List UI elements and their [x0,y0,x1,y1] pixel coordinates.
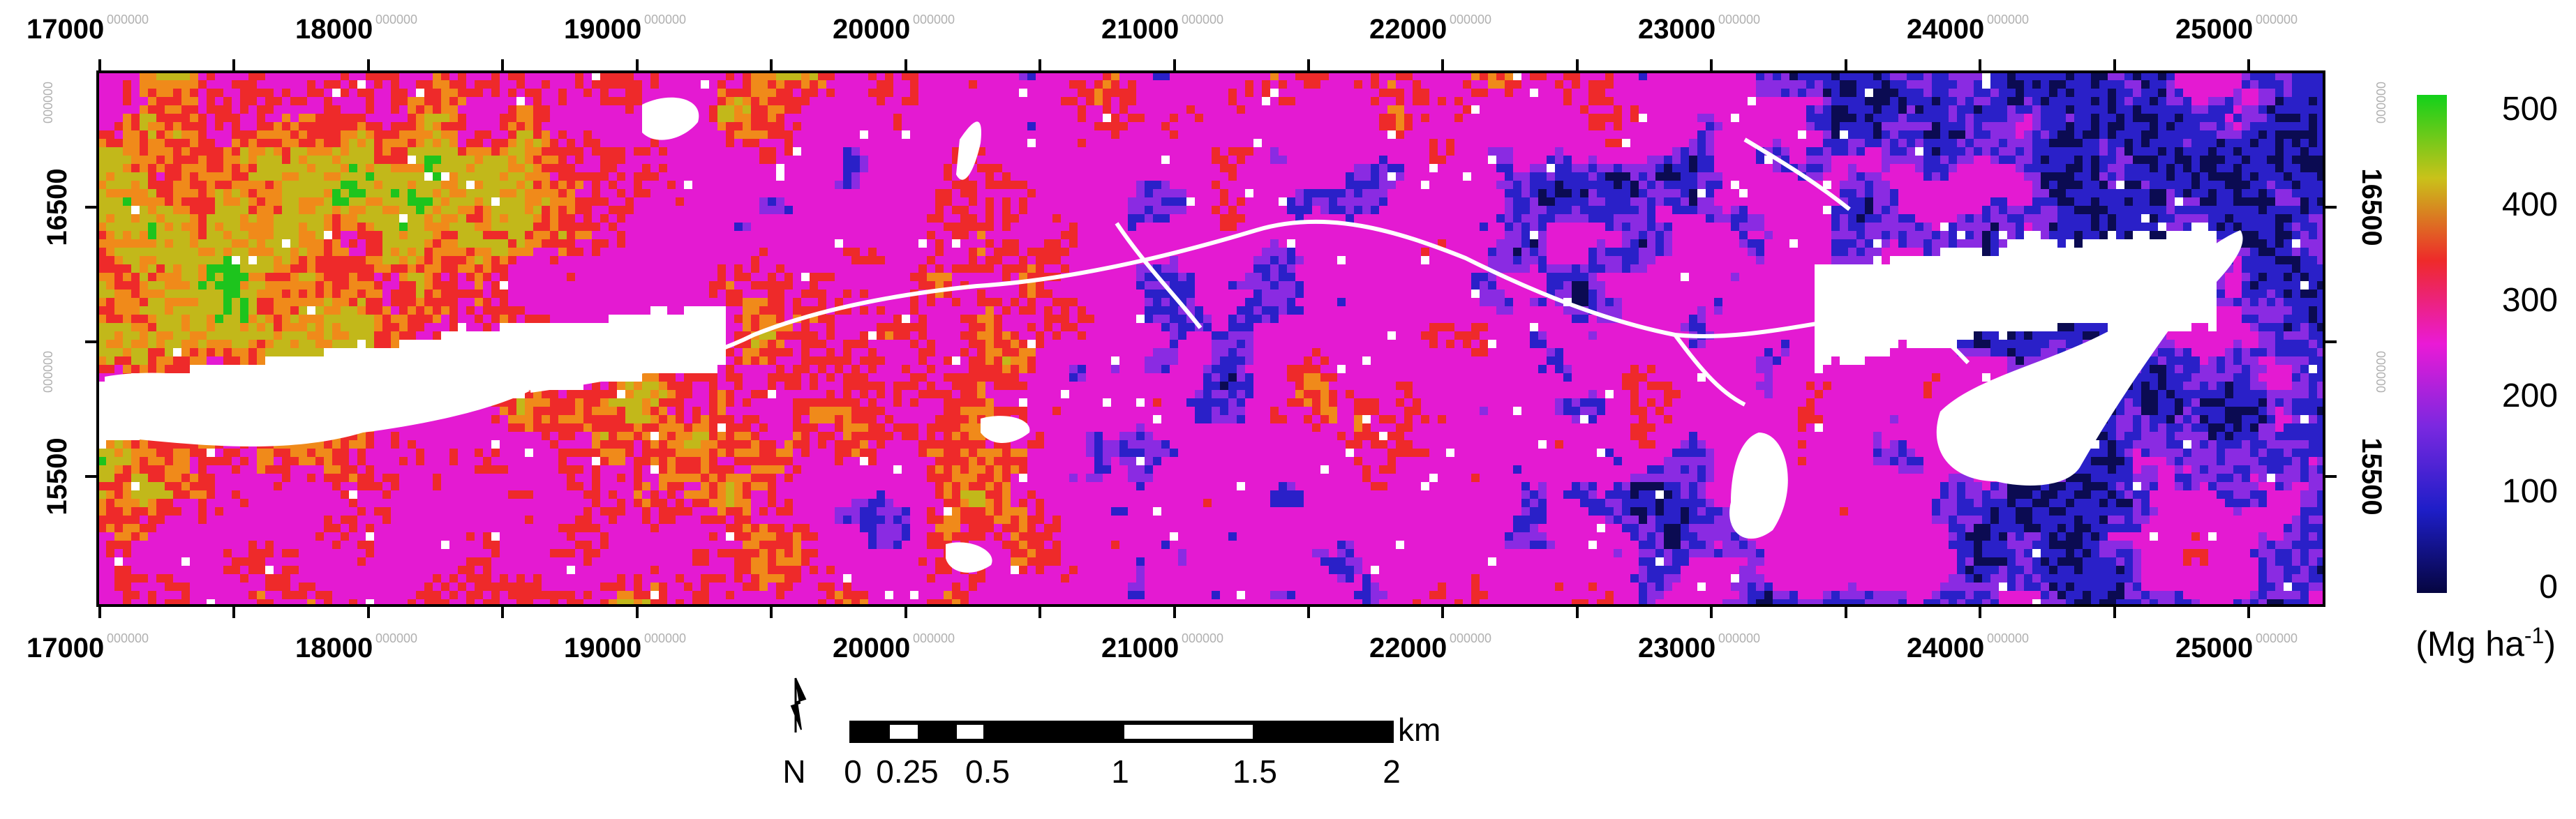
scale-bar-segments [849,721,1394,743]
legend-tick-labels: 500 400 300 200 100 0 [2502,91,2558,606]
legend-tick-label: 200 [2502,377,2558,414]
map-frame [96,70,2325,607]
north-label: N [782,753,805,790]
scale-bar-segment [1120,721,1257,743]
x-tick-label-top: 17000 [27,14,104,45]
x-tick-superscript-top: 000000 [1182,13,1223,27]
river-line-1 [1673,333,1746,407]
x-tick-label-bottom: 19000 [564,633,641,663]
legend-tick-label: 100 [2502,473,2558,510]
x-tick-label-top: 20000 [833,14,910,45]
north-arrow: N [782,677,807,790]
y-tick-label-left: 15500 [42,437,73,515]
scale-bar-segment [886,721,922,743]
x-tick-label-top: 18000 [295,14,373,45]
scale-bar-segment [983,721,1124,743]
nodata-area-0 [1936,230,2243,486]
x-tick-label-top: 25000 [2175,14,2253,45]
scale-bar: km 0 0.25 0.5 1 1.5 2 [844,712,1440,790]
y-axis-left: 16500 000000 15500 000000 [41,82,98,516]
x-tick-superscript-bottom: 000000 [107,631,149,645]
north-arrow-icon [790,677,807,730]
x-tick-superscript-bottom: 000000 [1450,631,1491,645]
color-legend: 500 400 300 200 100 0 (Mg ha-1) [2415,91,2558,663]
x-tick-superscript-top: 000000 [1718,13,1760,27]
legend-tick-label: 500 [2502,91,2558,128]
x-tick-label-top: 22000 [1369,14,1447,45]
legend-tick-label: 0 [2539,569,2558,606]
legend-tick-label: 300 [2502,282,2558,319]
y-tick-superscript-left: 000000 [41,82,55,123]
scale-bar-segment [918,721,957,743]
scale-bar-segment [953,721,988,743]
x-tick-superscript-top: 000000 [913,13,955,27]
x-tick-superscript-top: 000000 [644,13,686,27]
x-tick-superscript-bottom: 000000 [913,631,955,645]
nodata-area-2 [642,97,699,140]
scale-bar-labels: 0 0.25 0.5 1 1.5 2 [844,753,1401,790]
x-tick-superscript-bottom: 000000 [375,631,417,645]
y-tick-superscript-right: 000000 [2374,351,2388,393]
x-axis-top: 17000 000000 18000 000000 19000 000000 20000 00… [27,13,2298,72]
x-tick-superscript-bottom: 000000 [644,631,686,645]
scale-bar-segment [1253,721,1394,743]
nodata-area-6 [946,542,992,573]
x-tick-superscript-bottom: 000000 [1182,631,1223,645]
x-tick-label-bottom: 25000 [2175,633,2253,663]
river-line-0 [530,219,1970,393]
x-tick-label-top: 23000 [1638,14,1715,45]
y-tick-superscript-right: 000000 [2374,82,2388,123]
x-tick-superscript-top: 000000 [2256,13,2298,27]
x-tick-label-bottom: 22000 [1369,633,1447,663]
raster-class-red [98,72,2208,606]
x-tick-superscript-bottom: 000000 [1987,631,2029,645]
x-tick-superscript-bottom: 000000 [2256,631,2298,645]
raster-class-nodata [98,72,2317,606]
scale-bar-label: 0.25 [876,753,939,790]
y-tick-superscript-left: 000000 [41,351,55,393]
nodata-area-5 [1729,433,1788,539]
legend-colorbar [2417,95,2447,593]
nodata-area-1 [105,373,530,446]
river-line-2 [1115,222,1203,329]
scale-unit: km [1398,712,1440,748]
x-tick-label-bottom: 23000 [1638,633,1715,663]
legend-tick-label: 400 [2502,186,2558,223]
raster-class-olive [98,72,1011,606]
x-tick-label-bottom: 24000 [1907,633,1984,663]
x-tick-superscript-top: 000000 [375,13,417,27]
raster-class-purple [743,72,2324,606]
scale-bar-label: 1 [1111,753,1129,790]
x-tick-label-top: 24000 [1907,14,1984,45]
raster-class-blue [734,72,2324,606]
x-tick-label-top: 19000 [564,14,641,45]
x-axis-bottom: 17000 000000 18000 000000 19000 000000 20000 00… [27,606,2298,663]
y-tick-label-right: 15500 [2356,437,2387,515]
biomass-map [96,70,2325,607]
biomass-raster [98,72,2324,606]
nodata-area-4 [981,416,1030,443]
x-tick-label-bottom: 18000 [295,633,373,663]
scale-bar-segment [849,721,890,743]
x-tick-superscript-bottom: 000000 [1718,631,1760,645]
y-axis-right: 16500 000000 15500 000000 [2324,82,2388,516]
scale-bar-label: 1.5 [1233,753,1277,790]
legend-unit: (Mg ha-1) [2415,623,2556,663]
x-tick-superscript-top: 000000 [1450,13,1491,27]
river-line-3 [1743,137,1851,211]
scale-bar-label: 2 [1383,753,1401,790]
scale-bar-label: 0 [844,753,862,790]
y-tick-label-right: 16500 [2356,168,2387,246]
scale-bar-label: 0.5 [965,753,1010,790]
x-tick-label-bottom: 20000 [833,633,910,663]
nodata-area-3 [956,121,981,180]
x-tick-label-top: 21000 [1101,14,1179,45]
x-tick-superscript-top: 000000 [1987,13,2029,27]
x-tick-label-bottom: 21000 [1101,633,1179,663]
x-tick-superscript-top: 000000 [107,13,149,27]
x-tick-label-bottom: 17000 [27,633,104,663]
y-tick-label-left: 16500 [42,168,73,246]
